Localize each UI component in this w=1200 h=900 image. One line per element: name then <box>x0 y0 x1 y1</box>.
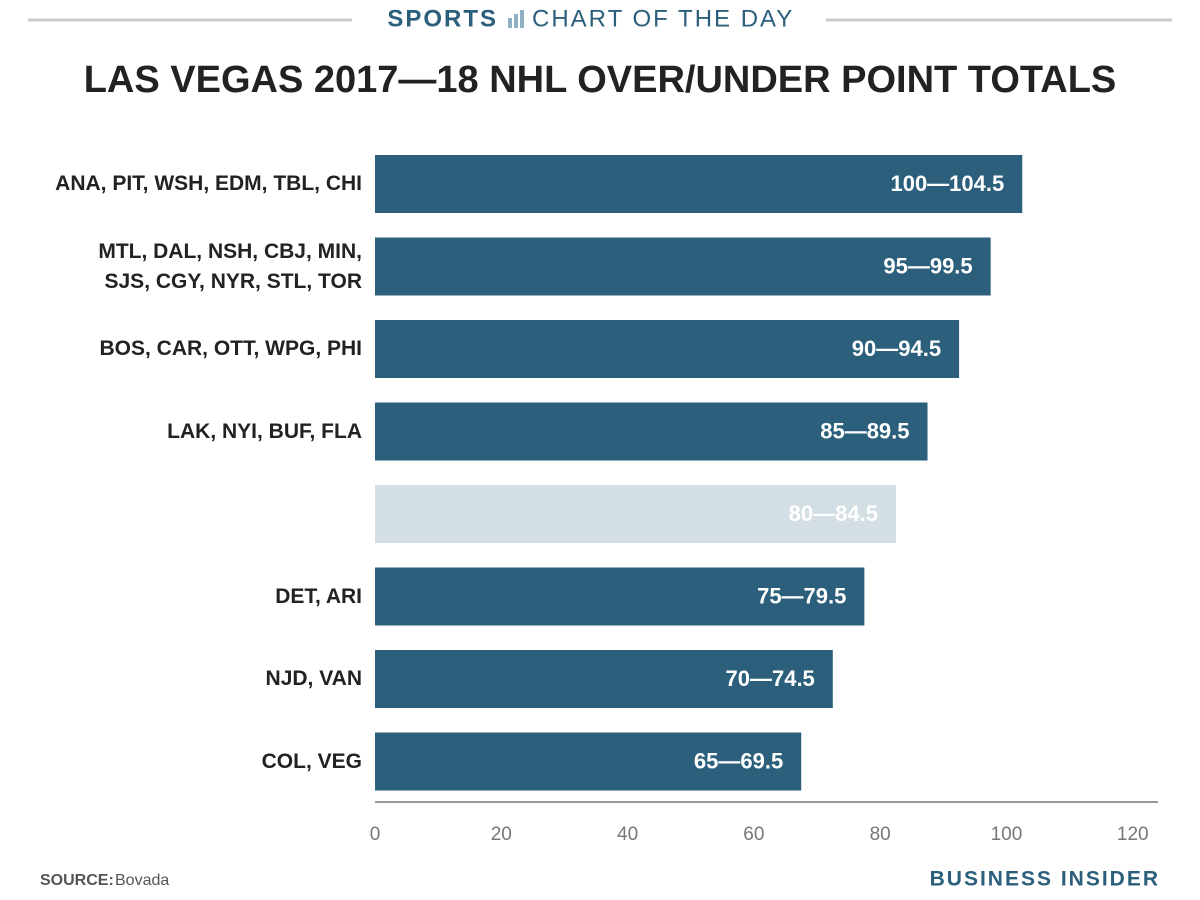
x-tick-label: 100 <box>991 824 1023 845</box>
x-tick-label: 40 <box>617 824 638 845</box>
category-label: ANA, PIT, WSH, EDM, TBL, CHI <box>55 172 362 195</box>
bar-label: 70—74.5 <box>726 666 815 691</box>
bar-label: 100—104.5 <box>890 171 1004 196</box>
category-label: BOS, CAR, OTT, WPG, PHI <box>99 337 362 360</box>
bar <box>375 237 991 296</box>
bar <box>375 155 1023 213</box>
x-tick-label: 80 <box>870 824 891 845</box>
section: SPORTS <box>387 5 498 32</box>
bar <box>375 650 833 708</box>
bar <box>375 567 865 626</box>
chart-title: LAS VEGAS 2017—18 NHL OVER/UNDER POINT T… <box>84 59 1117 101</box>
header-icon <box>508 10 524 28</box>
x-tick-label: 120 <box>1117 824 1149 845</box>
bar-label: 95—99.5 <box>883 253 972 278</box>
series-name: CHART OF THE DAY <box>532 5 794 32</box>
category-label: LAK, NYI, BUF, FLA <box>167 419 362 443</box>
x-tick-label: 60 <box>743 824 764 845</box>
x-tick-label: 20 <box>491 824 512 845</box>
bar <box>375 485 896 543</box>
bar-label: 90—94.5 <box>852 336 941 361</box>
bar-label: 75—79.5 <box>757 583 846 608</box>
bar-label: 85—89.5 <box>820 418 909 443</box>
x-tick-label: 0 <box>370 824 381 845</box>
category-label: MTL, DAL, NSH, CBJ, MIN, SJS, CGY, NYR, … <box>98 239 362 293</box>
source-label: SOURCE: <box>40 872 114 889</box>
bar <box>375 402 928 461</box>
bar <box>375 320 960 378</box>
category-label: NJD, VAN <box>265 667 362 690</box>
bar-label: 80—84.5 <box>789 501 878 526</box>
bar <box>375 732 802 791</box>
brand: BUSINESS INSIDER <box>930 868 1160 891</box>
source: Bovada <box>115 872 169 889</box>
bar-label: 65—69.5 <box>694 748 783 773</box>
category-label: DET, ARI <box>275 584 362 608</box>
category-label: COL, VEG <box>261 749 362 773</box>
